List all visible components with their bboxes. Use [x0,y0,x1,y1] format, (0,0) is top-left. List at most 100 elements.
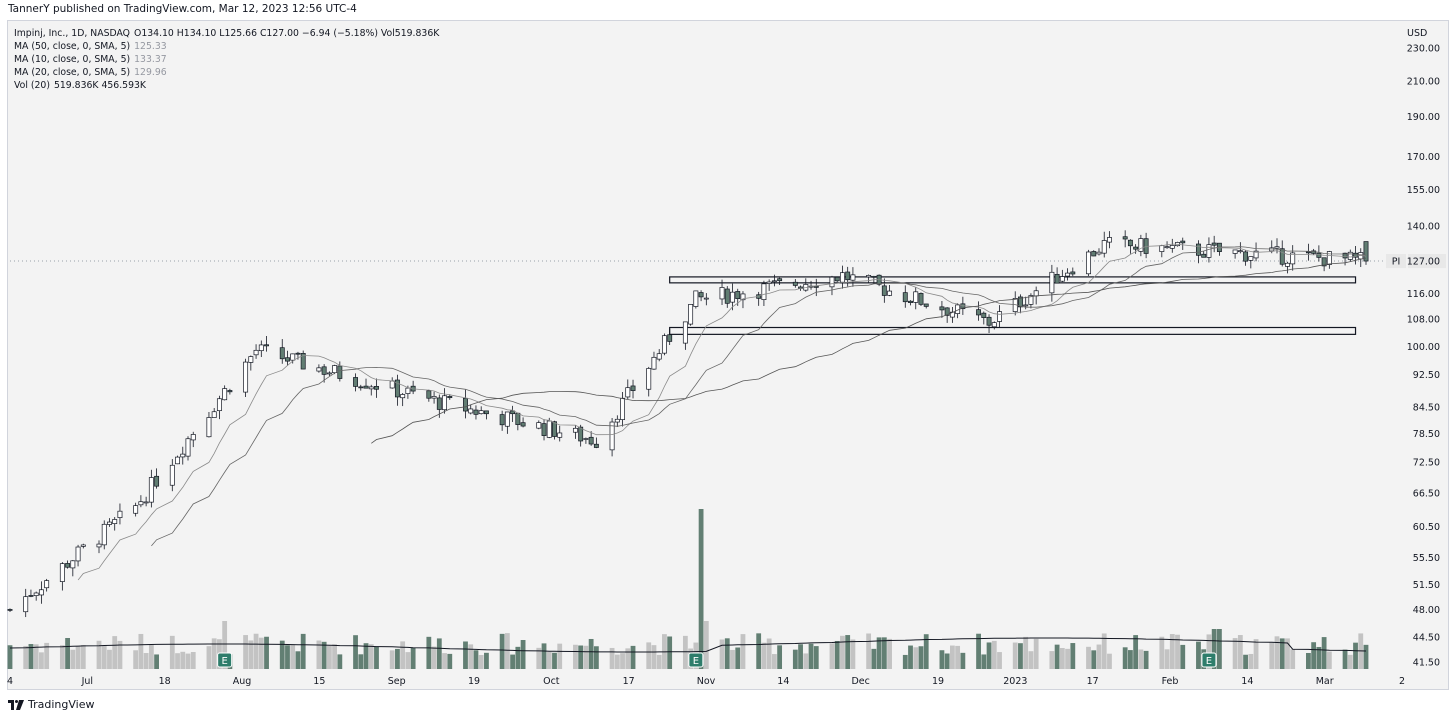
volume-bar [960,652,966,669]
price-tick-label: 84.50 [1413,403,1440,414]
legend-ohlc: O134.10 H134.10 L125.66 C127.00 −6.94 (−… [134,28,440,39]
time-tick-label: 2 [1399,676,1405,687]
candle-body [536,422,542,429]
candle-body [1028,295,1034,305]
tradingview-brand[interactable]: TradingView [8,698,94,711]
volume-bar [28,644,34,669]
candle-body [1059,276,1065,282]
volume-bar [510,654,516,669]
earnings-marker-icon: E [688,652,704,668]
volume-bar [803,653,809,669]
candle-body [1342,252,1348,259]
legend-ma10-label[interactable]: MA (10, close, 0, SMA, 5) [14,54,131,65]
volume-bar [504,633,510,669]
price-tick-label: 48.00 [1413,605,1440,616]
volume-bar [33,644,39,669]
last-price-box [1408,254,1446,269]
candle-body [400,394,406,399]
candle-body [1211,242,1217,246]
candle-body [1138,238,1144,252]
candle-body [1253,250,1259,259]
volume-bar [1096,644,1102,669]
volume-bar [426,636,432,669]
time-tick-label: 4 [7,676,13,687]
ma20-line [151,246,1367,547]
candle-body [761,283,767,301]
volume-bar [646,642,652,669]
candle-body [1164,246,1170,249]
candle-body [353,377,358,387]
candle-body [1347,251,1353,260]
candle-body [829,276,835,288]
legend-ma20-label[interactable]: MA (20, close, 0, SMA, 5) [14,67,131,78]
earnings-marker-letter: E [693,656,699,667]
candle-body [1180,240,1186,244]
candle-body [1305,251,1311,254]
candle-body [609,421,615,451]
volume-bar [536,647,542,669]
volume-bar [719,639,725,669]
candle-body [358,386,364,389]
volume-bar [368,644,374,669]
volume-bar [923,634,929,669]
volume-bar [180,651,186,669]
volume-bar [253,633,259,669]
legend-ma50-label[interactable]: MA (50, close, 0, SMA, 5) [14,41,131,52]
volume-bar [1023,636,1029,669]
volume-bar [258,637,264,669]
volume-bar [410,647,416,669]
volume-bar [1054,644,1060,669]
candle-body [169,464,175,486]
price-tick-label: 210.00 [1407,76,1440,87]
candle-body [834,276,840,282]
candle-body [326,372,332,375]
candle-body [656,353,662,360]
candle-body [28,595,34,597]
legend-vol-label[interactable]: Vol (20) [14,80,50,91]
candle-body [80,544,86,547]
candle-body [719,287,725,300]
volume-bar [363,643,369,669]
earnings-marker-box [217,652,233,668]
volume-bar [478,654,484,669]
volume-bar [7,645,13,669]
volume-bar [1101,633,1107,669]
volume-bar [1018,643,1023,669]
volume-bar [808,643,814,669]
earnings-marker-box [1201,652,1217,668]
volume-bar [1180,644,1186,669]
volume-bar [1107,653,1112,669]
candle-body [285,357,290,362]
candle-body [546,420,552,438]
earnings-marker-letter: E [221,656,227,667]
candle-body [1023,304,1029,307]
volume-bar [1353,642,1358,669]
volume-bar [1311,642,1317,669]
candle-body [1127,239,1133,247]
volume-bar [1164,649,1170,669]
candle-body [389,380,395,389]
candle-body [154,475,160,487]
volume-bar [1274,636,1280,669]
candle-body [630,385,636,391]
candle-body [1363,241,1369,262]
volume-bar [1342,649,1348,669]
candle-body [499,414,505,426]
candle-body [541,423,547,436]
time-tick-label: 17 [623,676,635,687]
volume-bar [107,649,112,669]
candle-body [908,300,913,303]
volume-bar [871,648,877,669]
candle-body [442,395,447,411]
candle-body [368,386,374,390]
volume-bar [609,647,615,669]
volume-bar [65,637,70,669]
volume-bar [792,649,798,669]
candle-body [777,278,783,282]
volume-bar [1028,651,1034,669]
price-tick-label: 78.50 [1413,429,1440,440]
candle-body [243,361,249,393]
candle-body [431,396,437,399]
volume-bar [175,653,180,669]
